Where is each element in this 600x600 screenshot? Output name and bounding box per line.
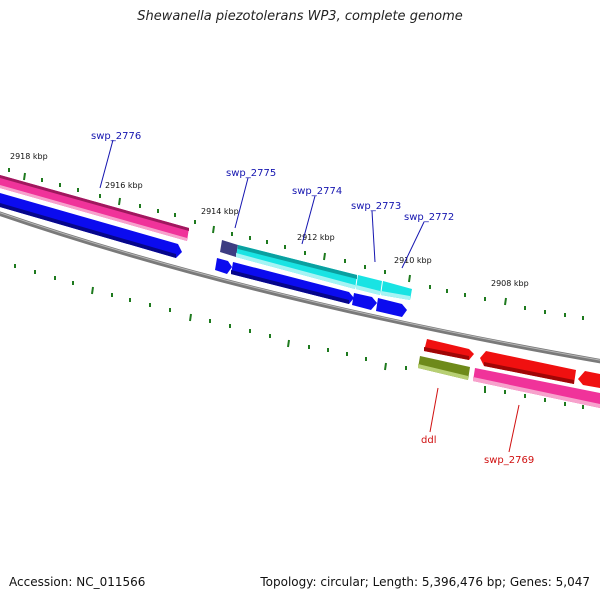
scale-label-2914: 2914 kbp — [201, 207, 239, 216]
genome-backbone — [0, 211, 600, 364]
map-title: Shewanella piezotolerans WP3, complete g… — [137, 9, 463, 24]
gene-blue-mid-3[interactable] — [352, 293, 377, 310]
label-leaders — [99, 139, 520, 453]
gene-swp-2774[interactable] — [236, 245, 357, 289]
scale-label-2916: 2916 kbp — [105, 181, 143, 190]
gene-ddl[interactable] — [418, 356, 470, 380]
gene-red-1[interactable] — [424, 339, 474, 360]
label-swp-2774[interactable]: swp_2774 — [292, 186, 342, 197]
gene-blue-left[interactable] — [0, 193, 182, 258]
label-swp-2772[interactable]: swp_2772 — [404, 212, 454, 223]
gene-blue-mid-4[interactable] — [376, 298, 407, 317]
gene-swp-2773[interactable] — [356, 275, 382, 295]
gene-red-2[interactable] — [480, 351, 576, 384]
label-swp-2769[interactable]: swp_2769 — [484, 455, 534, 466]
gene-blue-mid-1[interactable] — [215, 258, 232, 274]
genome-backbone-highlight — [0, 212, 600, 361]
accession-text: Accession: NC_011566 — [9, 575, 146, 589]
scale-ticks-lower — [14, 264, 584, 409]
gene-swp-2775[interactable] — [220, 240, 238, 257]
scale-label-2910: 2910 kbp — [394, 256, 432, 265]
label-swp-2776[interactable]: swp_2776 — [91, 131, 141, 142]
genome-summary-text: Topology: circular; Length: 5,396,476 bp… — [260, 575, 590, 589]
gene-swp-2776[interactable] — [0, 175, 189, 241]
gene-blue-mid-2[interactable] — [231, 262, 354, 304]
scale-label-2918: 2918 kbp — [10, 152, 48, 161]
label-ddl[interactable]: ddl — [421, 435, 436, 446]
gene-swp-2772[interactable] — [381, 281, 412, 300]
label-swp-2773[interactable]: swp_2773 — [351, 201, 401, 212]
scale-label-2912: 2912 kbp — [297, 233, 335, 242]
scale-label-2908: 2908 kbp — [491, 279, 529, 288]
label-swp-2775[interactable]: swp_2775 — [226, 168, 276, 179]
gene-swp-2769[interactable] — [473, 368, 600, 408]
gene-red-3[interactable] — [578, 371, 600, 388]
scale-ticks-upper — [8, 168, 584, 320]
